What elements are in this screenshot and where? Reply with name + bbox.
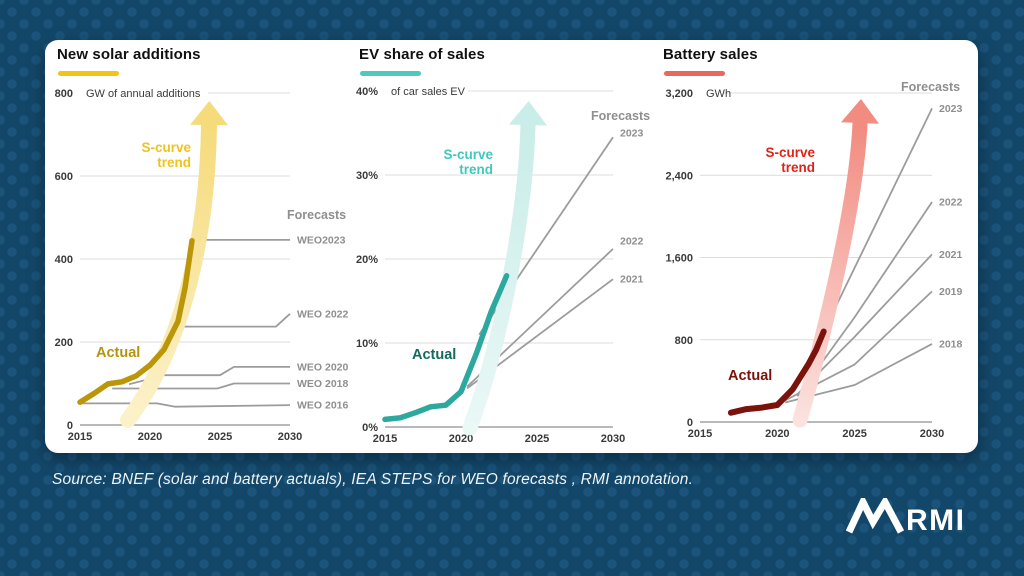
svg-text:2018: 2018 bbox=[939, 338, 963, 350]
svg-text:2015: 2015 bbox=[688, 428, 712, 440]
svg-text:2020: 2020 bbox=[138, 431, 162, 443]
battery-s-curve-label: S-curve trend bbox=[765, 145, 815, 175]
svg-text:200: 200 bbox=[55, 337, 73, 349]
ev-accent-underline bbox=[360, 71, 421, 76]
svg-text:2023: 2023 bbox=[620, 128, 644, 140]
rmi-logo: RMI bbox=[846, 498, 966, 536]
svg-text:2025: 2025 bbox=[842, 428, 866, 440]
svg-text:2022: 2022 bbox=[939, 196, 963, 208]
svg-text:of car sales EV: of car sales EV bbox=[391, 86, 466, 98]
svg-text:2023: 2023 bbox=[939, 103, 963, 115]
svg-text:0: 0 bbox=[687, 417, 693, 429]
svg-text:3,200: 3,200 bbox=[665, 88, 693, 100]
svg-text:2015: 2015 bbox=[373, 433, 397, 445]
battery-chart: 3,200 2,400 1,600 800 0 GWh 2015 2020 2025 2030 20… bbox=[665, 88, 963, 440]
svg-text:40%: 40% bbox=[356, 86, 378, 98]
svg-text:GW of annual additions: GW of annual additions bbox=[86, 88, 201, 100]
mountain-icon bbox=[846, 498, 905, 534]
svg-text:2025: 2025 bbox=[208, 431, 232, 443]
svg-text:2020: 2020 bbox=[765, 428, 789, 440]
svg-text:0: 0 bbox=[67, 420, 73, 432]
svg-text:2020: 2020 bbox=[449, 433, 473, 445]
svg-text:30%: 30% bbox=[356, 170, 378, 182]
solar-chart: 800 600 400 200 0 GW of annual additions 2015 2… bbox=[55, 88, 349, 443]
svg-text:600: 600 bbox=[55, 171, 73, 183]
svg-text:GWh: GWh bbox=[706, 88, 731, 100]
svg-text:WEO2023: WEO2023 bbox=[297, 234, 346, 246]
panel-title-solar: New solar additions bbox=[57, 46, 201, 63]
svg-text:800: 800 bbox=[55, 88, 73, 100]
battery-forecasts-label: Forecasts bbox=[901, 80, 961, 94]
ev-forecasts-label: Forecasts bbox=[591, 109, 651, 123]
svg-text:2030: 2030 bbox=[278, 431, 302, 443]
svg-text:2019: 2019 bbox=[939, 286, 963, 298]
svg-text:2025: 2025 bbox=[525, 433, 549, 445]
ev-s-curve-label: S-curve trend bbox=[443, 147, 493, 177]
svg-text:2021: 2021 bbox=[939, 249, 963, 261]
svg-text:WEO 2016: WEO 2016 bbox=[297, 400, 349, 412]
ev-actual-label: Actual bbox=[412, 347, 457, 363]
svg-text:2022: 2022 bbox=[620, 235, 644, 247]
svg-text:400: 400 bbox=[55, 254, 73, 266]
battery-actual-label: Actual bbox=[728, 368, 773, 384]
panel-title-battery: Battery sales bbox=[663, 46, 758, 63]
rmi-logo-text: RMI bbox=[906, 504, 966, 536]
svg-text:800: 800 bbox=[675, 335, 693, 347]
svg-text:0%: 0% bbox=[362, 422, 378, 434]
chart-card: New solar additions 800 600 400 200 0 GW of a… bbox=[45, 40, 978, 453]
solar-forecasts-label: Forecasts bbox=[287, 208, 347, 222]
svg-text:WEO 2022: WEO 2022 bbox=[297, 308, 349, 320]
solar-accent-underline bbox=[58, 71, 119, 76]
svg-text:1,600: 1,600 bbox=[665, 253, 693, 265]
svg-text:2021: 2021 bbox=[620, 274, 644, 286]
solar-actual-label: Actual bbox=[96, 345, 141, 361]
svg-text:10%: 10% bbox=[356, 338, 378, 350]
solar-s-curve-label: S-curve trend bbox=[141, 140, 191, 170]
svg-text:WEO 2018: WEO 2018 bbox=[297, 378, 349, 390]
ev-chart: 40% 30% 20% 10% 0% of car sales EV 2015 2020 202… bbox=[356, 86, 644, 445]
svg-text:2,400: 2,400 bbox=[665, 170, 693, 182]
svg-text:20%: 20% bbox=[356, 254, 378, 266]
svg-text:2030: 2030 bbox=[601, 433, 625, 445]
source-note: Source: BNEF (solar and battery actuals)… bbox=[52, 471, 694, 488]
panel-title-ev: EV share of sales bbox=[359, 46, 485, 63]
battery-accent-underline bbox=[664, 71, 725, 76]
svg-text:WEO 2020: WEO 2020 bbox=[297, 361, 349, 373]
svg-text:2030: 2030 bbox=[920, 428, 944, 440]
svg-text:2015: 2015 bbox=[68, 431, 92, 443]
